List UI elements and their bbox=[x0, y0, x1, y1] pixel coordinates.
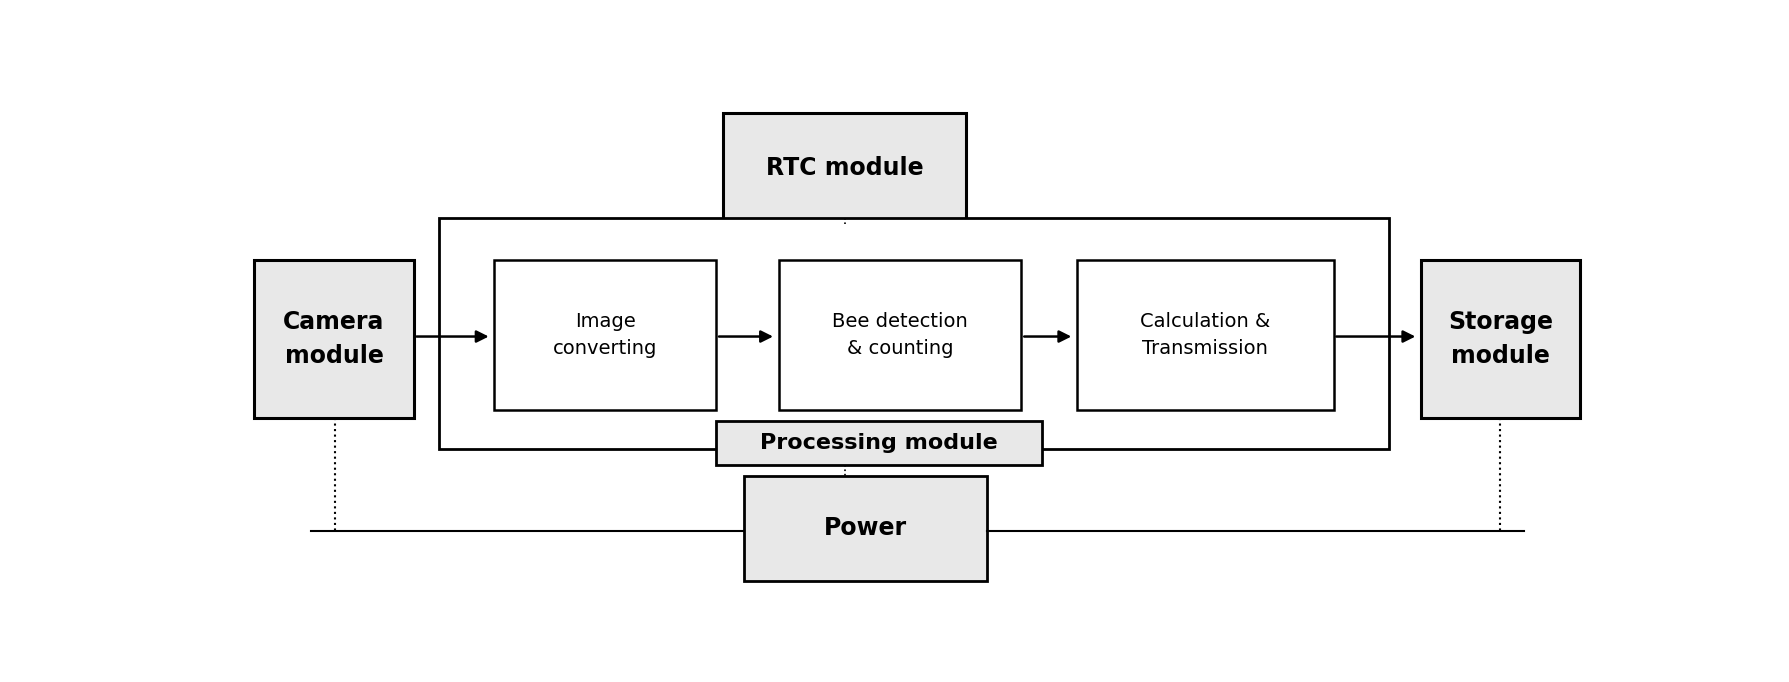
Text: Image
converting: Image converting bbox=[553, 312, 657, 358]
FancyBboxPatch shape bbox=[716, 421, 1041, 465]
FancyBboxPatch shape bbox=[1077, 261, 1333, 410]
Text: Bee detection
& counting: Bee detection & counting bbox=[832, 312, 968, 358]
FancyBboxPatch shape bbox=[494, 261, 716, 410]
Text: Camera
module: Camera module bbox=[283, 310, 385, 368]
FancyBboxPatch shape bbox=[778, 261, 1022, 410]
Text: RTC module: RTC module bbox=[766, 156, 923, 181]
FancyBboxPatch shape bbox=[1420, 261, 1580, 418]
Text: Power: Power bbox=[823, 516, 907, 540]
FancyBboxPatch shape bbox=[438, 218, 1388, 449]
Text: Processing module: Processing module bbox=[760, 433, 998, 453]
FancyBboxPatch shape bbox=[723, 113, 966, 224]
FancyBboxPatch shape bbox=[254, 261, 413, 418]
Text: Storage
module: Storage module bbox=[1447, 310, 1553, 368]
FancyBboxPatch shape bbox=[744, 476, 986, 581]
Text: Calculation &
Transmission: Calculation & Transmission bbox=[1140, 312, 1270, 358]
